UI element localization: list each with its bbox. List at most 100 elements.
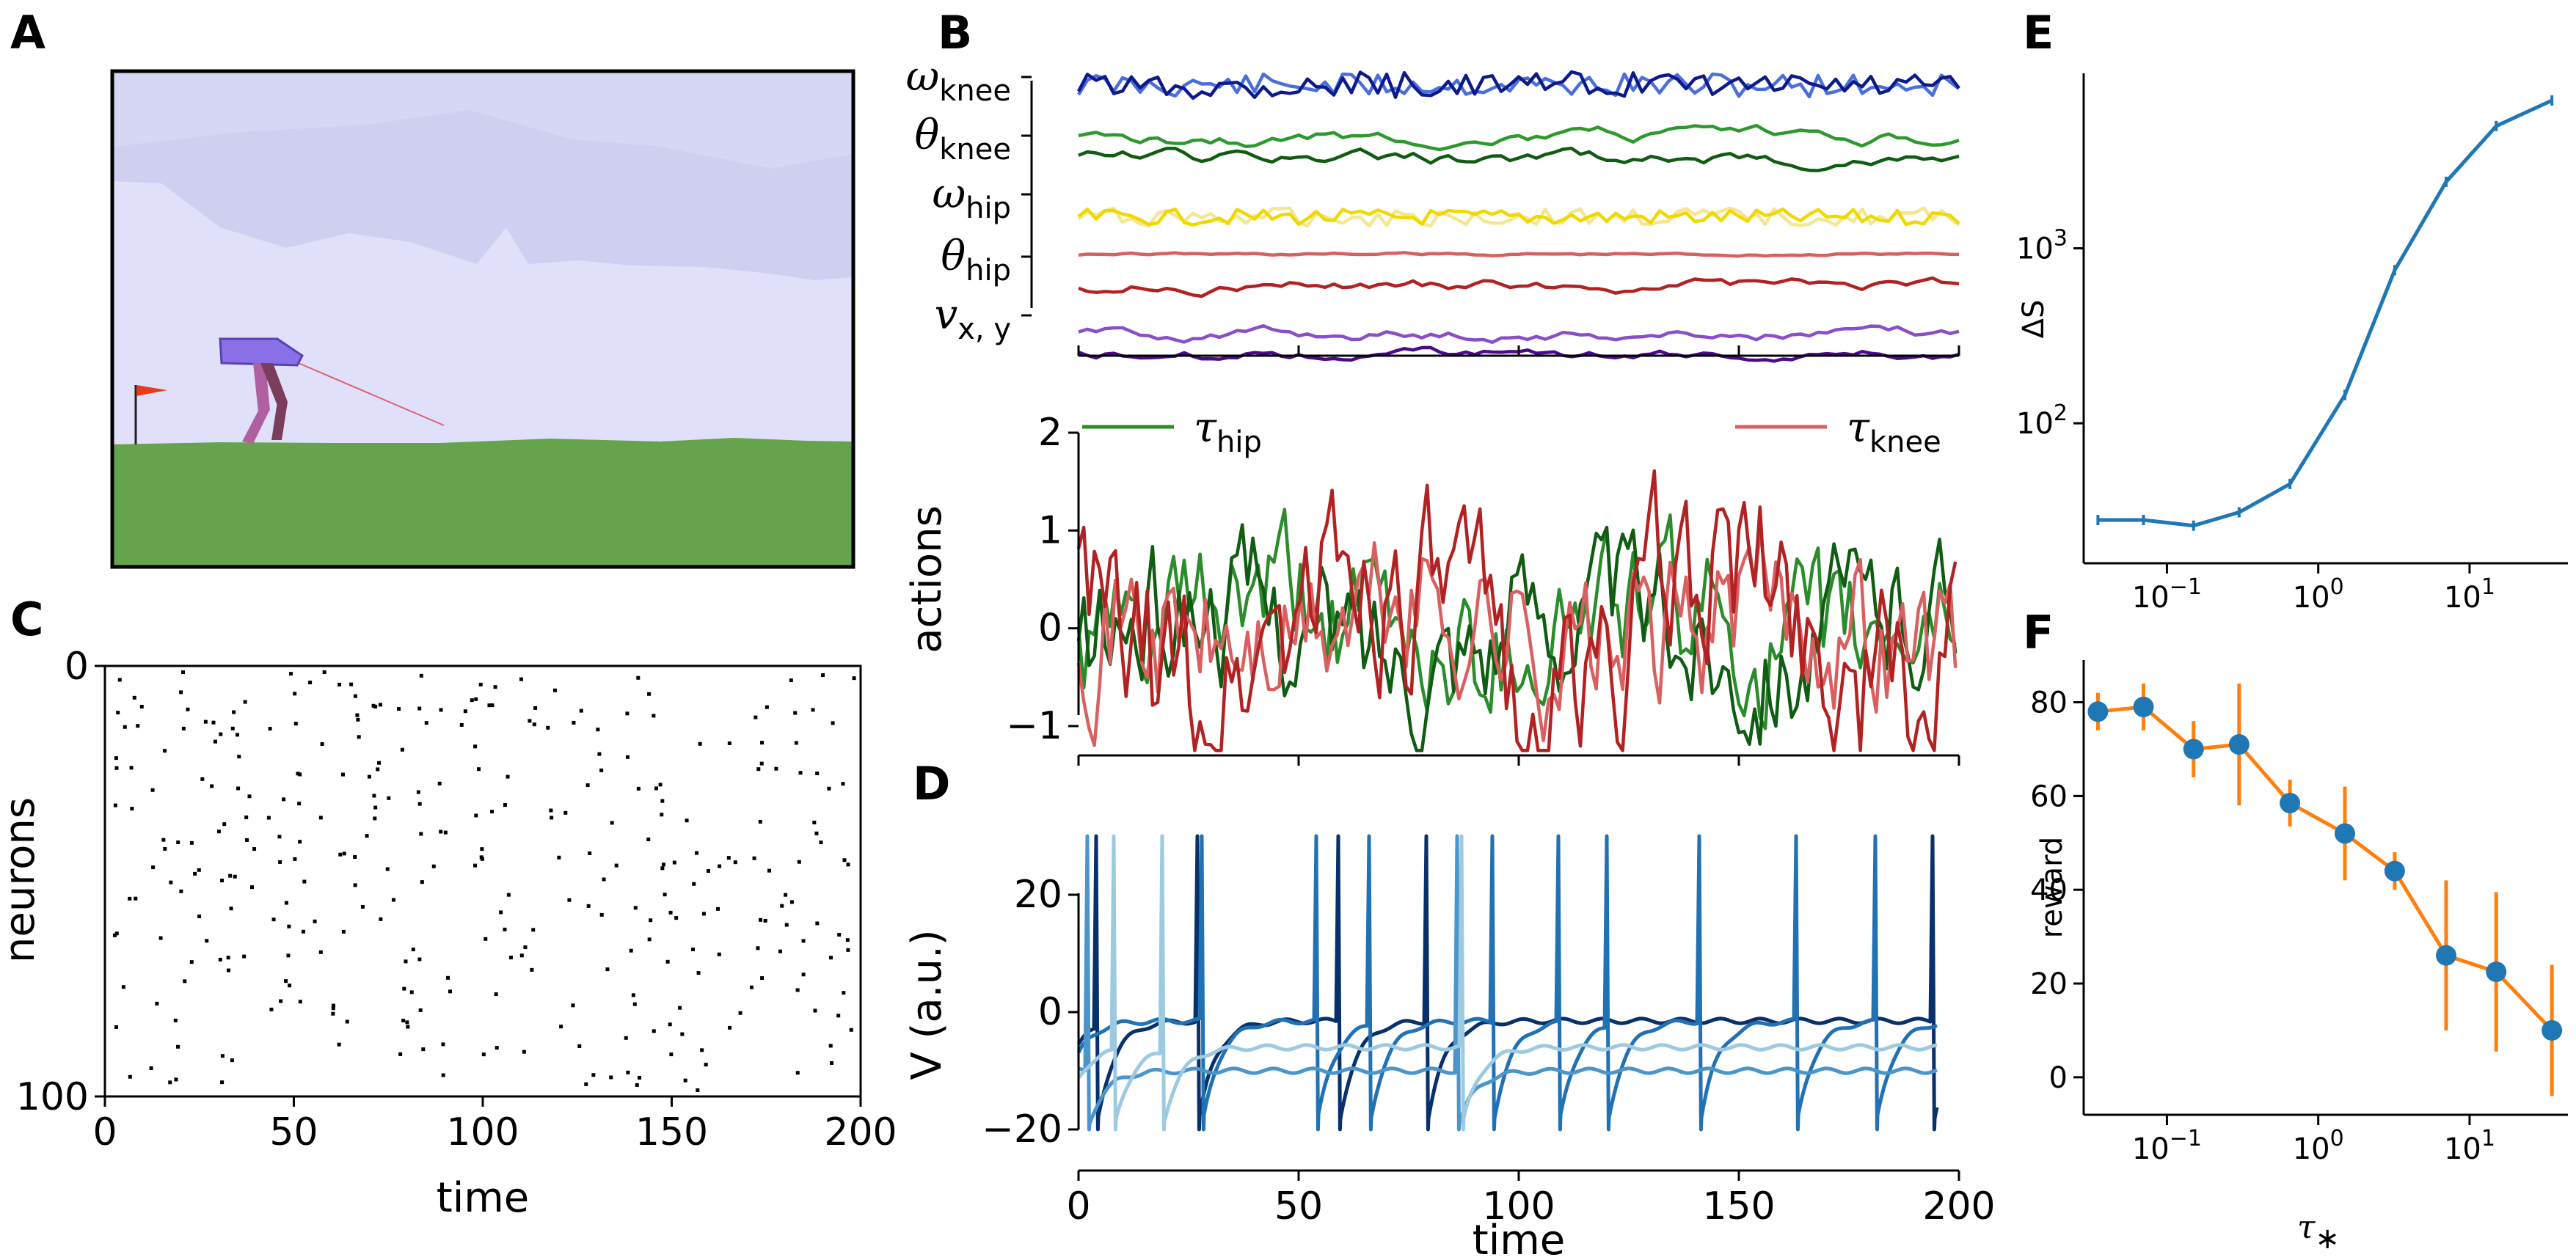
spike-dot	[758, 819, 762, 824]
spike-dot	[577, 1044, 582, 1048]
spike-dot	[571, 1003, 575, 1008]
spike-dot	[830, 1061, 834, 1065]
spike-dot	[738, 1011, 742, 1015]
c-ytick-label: 0	[65, 645, 89, 689]
spike-dot	[421, 1047, 426, 1052]
spike-dot	[219, 732, 223, 736]
spike-dot	[230, 726, 235, 730]
spike-dot	[765, 705, 769, 709]
spike-dot	[669, 1052, 674, 1057]
e-xtick-label-exp: −1	[2170, 574, 2202, 600]
f-xlabel-sym: τ	[2297, 1209, 2316, 1246]
spike-dot	[210, 784, 214, 788]
e-xtick-label-base: 10	[2444, 581, 2481, 615]
spike-dot	[313, 919, 317, 923]
c-xtick-label: 200	[824, 1110, 897, 1154]
d-series-group	[1076, 834, 1939, 1132]
spike-dot	[760, 741, 765, 745]
spike-dot	[404, 959, 408, 964]
spike-dot	[717, 952, 721, 956]
spike-dot	[647, 692, 652, 696]
spike-dot	[353, 694, 357, 698]
spike-dot	[193, 871, 197, 876]
spike-dot	[494, 992, 498, 997]
spike-dot	[695, 851, 699, 855]
spike-dot	[250, 885, 255, 890]
spike-dot	[287, 924, 291, 928]
panel-label-a: A	[10, 6, 45, 59]
spike-dot	[128, 1074, 132, 1079]
spike-dot	[470, 698, 474, 703]
spike-dot	[150, 788, 155, 792]
spike-dot	[282, 797, 286, 802]
e-ylabel: ΔS	[2017, 300, 2051, 339]
walker-leg-front-lower	[271, 402, 288, 440]
legend-sub: knee	[1869, 425, 1941, 459]
spike-dot	[661, 862, 665, 867]
spike-dot	[372, 794, 376, 798]
spike-dot	[129, 766, 134, 770]
spike-dot	[605, 967, 610, 972]
spike-dot	[356, 717, 360, 722]
spike-dot	[660, 813, 664, 817]
legend-sub: hip	[1216, 425, 1262, 459]
f-marker	[2280, 792, 2301, 813]
spike-dot	[716, 906, 720, 911]
b-top-line-theta_hip_2	[1078, 276, 1960, 298]
spike-dot	[279, 999, 283, 1003]
spike-dot	[337, 682, 342, 686]
spike-dot	[696, 971, 701, 975]
spike-dot	[652, 1029, 656, 1033]
spike-dot	[271, 917, 276, 922]
spike-dot	[203, 719, 208, 724]
f-marker	[2133, 696, 2154, 717]
c-spike-dots	[112, 670, 856, 1092]
e-ytick-label-base: 10	[2016, 232, 2054, 266]
spike-dot	[302, 929, 306, 934]
spike-dot	[841, 782, 845, 786]
spike-dot	[398, 1052, 403, 1056]
scene-ground	[112, 438, 853, 567]
spike-dot	[448, 989, 452, 994]
spike-dot	[559, 1025, 563, 1029]
f-marker	[2542, 1019, 2563, 1041]
spike-dot	[114, 756, 118, 761]
spike-dot	[189, 960, 194, 964]
spike-dot	[446, 975, 450, 980]
spike-dot	[572, 720, 576, 725]
spike-dot	[780, 904, 784, 908]
spike-dot	[490, 703, 495, 708]
c-xtick-label: 0	[92, 1110, 117, 1154]
spike-dot	[441, 1042, 445, 1047]
spike-dot	[402, 986, 406, 991]
e-line	[2098, 98, 2553, 528]
spike-dot	[417, 957, 422, 962]
f-xtick-label-exp: 0	[2330, 1126, 2344, 1151]
e-xtick-label-exp: 1	[2481, 574, 2495, 600]
spike-dot	[557, 855, 561, 860]
spike-dot	[827, 786, 831, 791]
spike-dot	[701, 912, 706, 916]
f-xtick-label-base: 10	[2132, 1132, 2170, 1166]
f-xtick-label: 101	[2444, 1126, 2495, 1166]
d-xtick-label: 200	[1922, 1184, 1995, 1228]
b-top-ylabel-sym: v	[935, 291, 958, 339]
spike-dot	[286, 953, 291, 958]
panel-label-d: D	[913, 757, 950, 810]
spike-dot	[794, 741, 798, 745]
spike-dot	[749, 985, 754, 989]
spike-dot	[331, 1006, 335, 1011]
spike-dot	[214, 739, 218, 744]
spike-dot	[341, 929, 346, 934]
spike-dot	[322, 670, 326, 675]
spike-dot	[668, 910, 673, 915]
d-ytick-label: 0	[1038, 990, 1062, 1034]
f-xtick-label-exp: 1	[2481, 1126, 2495, 1151]
panel-label-b: B	[938, 6, 972, 59]
spike-dot	[549, 808, 553, 813]
spike-dot	[668, 1022, 672, 1027]
spike-dot	[836, 1014, 841, 1018]
spike-dot	[437, 781, 442, 785]
